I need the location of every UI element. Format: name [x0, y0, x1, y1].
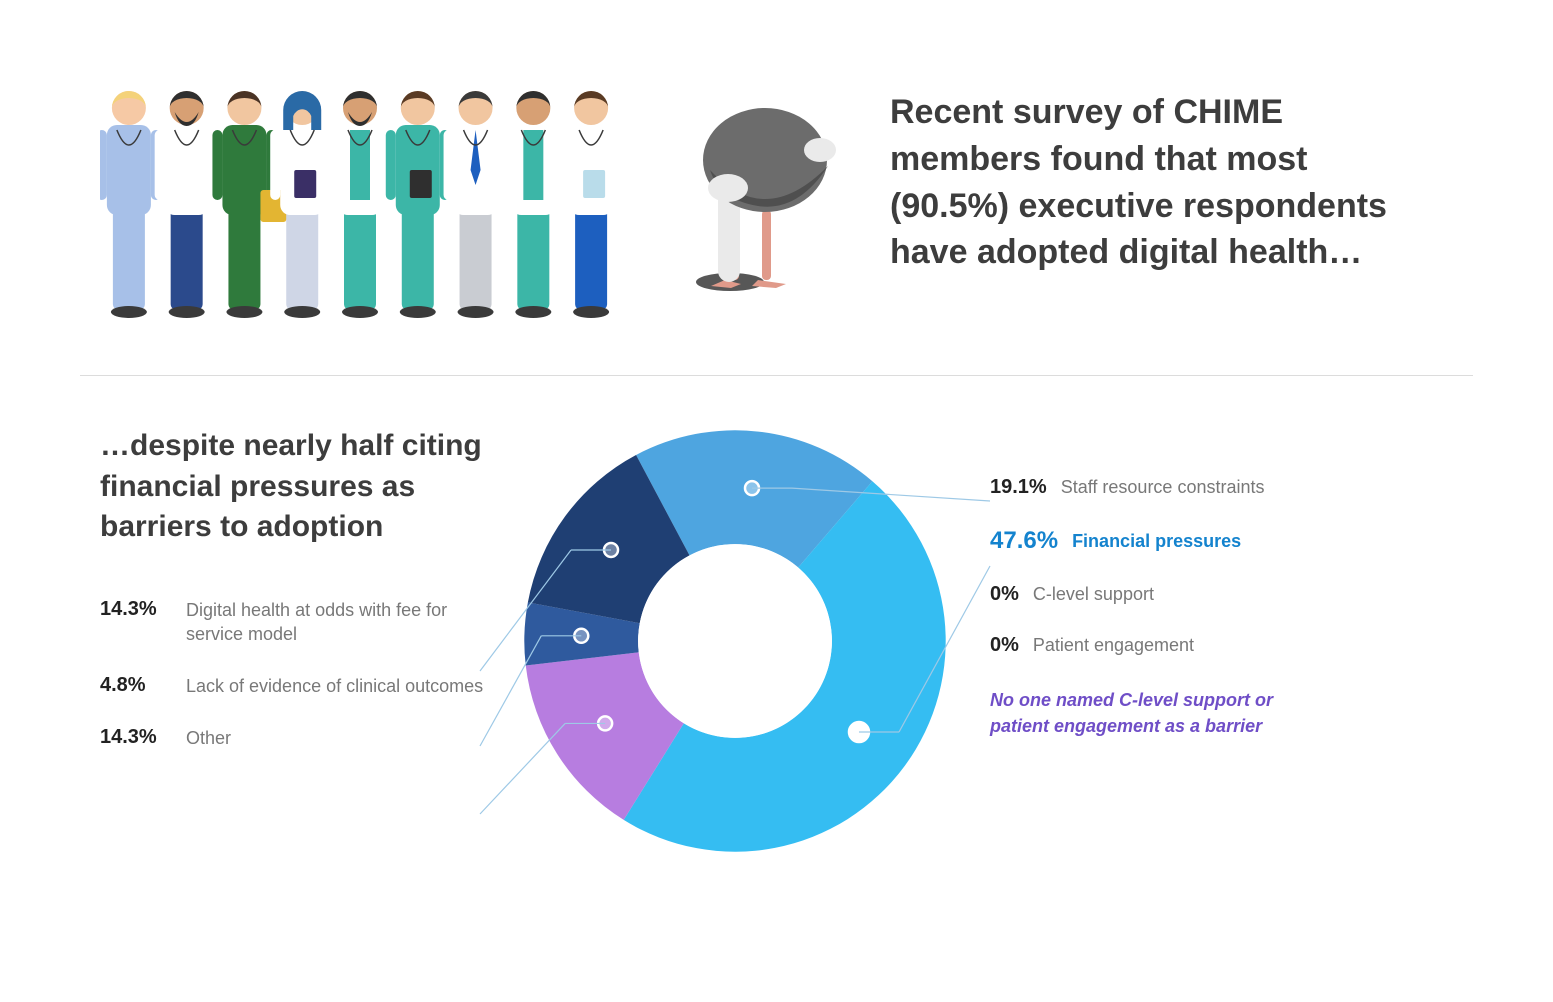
lbltext-other: Other	[186, 726, 231, 750]
pct-financial: 47.6%	[990, 527, 1058, 555]
label-fee_model: 14.3% Digital health at odds with fee for…	[100, 598, 490, 647]
donut-marker-staff	[745, 481, 759, 495]
left-labels-column: …despite nearly half citing financial pr…	[100, 426, 520, 779]
pct-clevel: 0%	[990, 583, 1019, 606]
donut-marker-fee_model	[604, 543, 618, 557]
footnote: No one named C-level support or patient …	[990, 687, 1290, 739]
pct-patient: 0%	[990, 634, 1019, 657]
lbltext-staff: Staff resource constraints	[1061, 477, 1265, 498]
survey-headline: Recent survey of CHIME members found tha…	[890, 89, 1473, 277]
label-patient: 0% Patient engagement	[990, 634, 1473, 657]
pct-evidence: 4.8%	[100, 674, 170, 697]
lbltext-evidence: Lack of evidence of clinical outcomes	[186, 674, 483, 698]
chart-title: …despite nearly half citing financial pr…	[100, 426, 490, 548]
label-financial: 47.6% Financial pressures	[990, 527, 1473, 555]
label-evidence: 4.8% Lack of evidence of clinical outcome…	[100, 674, 490, 698]
pct-staff: 19.1%	[990, 476, 1047, 499]
ostrich-illustration	[670, 60, 840, 305]
label-clevel: 0% C-level support	[990, 583, 1473, 606]
right-labels-column: 19.1% Staff resource constraints 47.6% Fina…	[950, 426, 1473, 739]
bottom-section: …despite nearly half citing financial pr…	[60, 376, 1493, 856]
infographic-page: Recent survey of CHIME members found tha…	[0, 0, 1553, 896]
lbltext-patient: Patient engagement	[1033, 635, 1194, 656]
lbltext-fee_model: Digital health at odds with fee for serv…	[186, 598, 490, 647]
label-staff: 19.1% Staff resource constraints	[990, 476, 1473, 499]
medical-staff-illustration	[100, 30, 620, 335]
top-section: Recent survey of CHIME members found tha…	[60, 30, 1493, 375]
lbltext-financial: Financial pressures	[1072, 531, 1241, 552]
lbltext-clevel: C-level support	[1033, 584, 1154, 605]
donut-marker-financial	[849, 722, 869, 742]
pct-fee_model: 14.3%	[100, 598, 170, 621]
pct-other: 14.3%	[100, 726, 170, 749]
label-other: 14.3% Other	[100, 726, 490, 750]
donut-marker-other	[598, 716, 612, 730]
donut-chart-column	[520, 426, 950, 856]
donut-chart	[520, 426, 950, 856]
donut-marker-evidence	[574, 629, 588, 643]
